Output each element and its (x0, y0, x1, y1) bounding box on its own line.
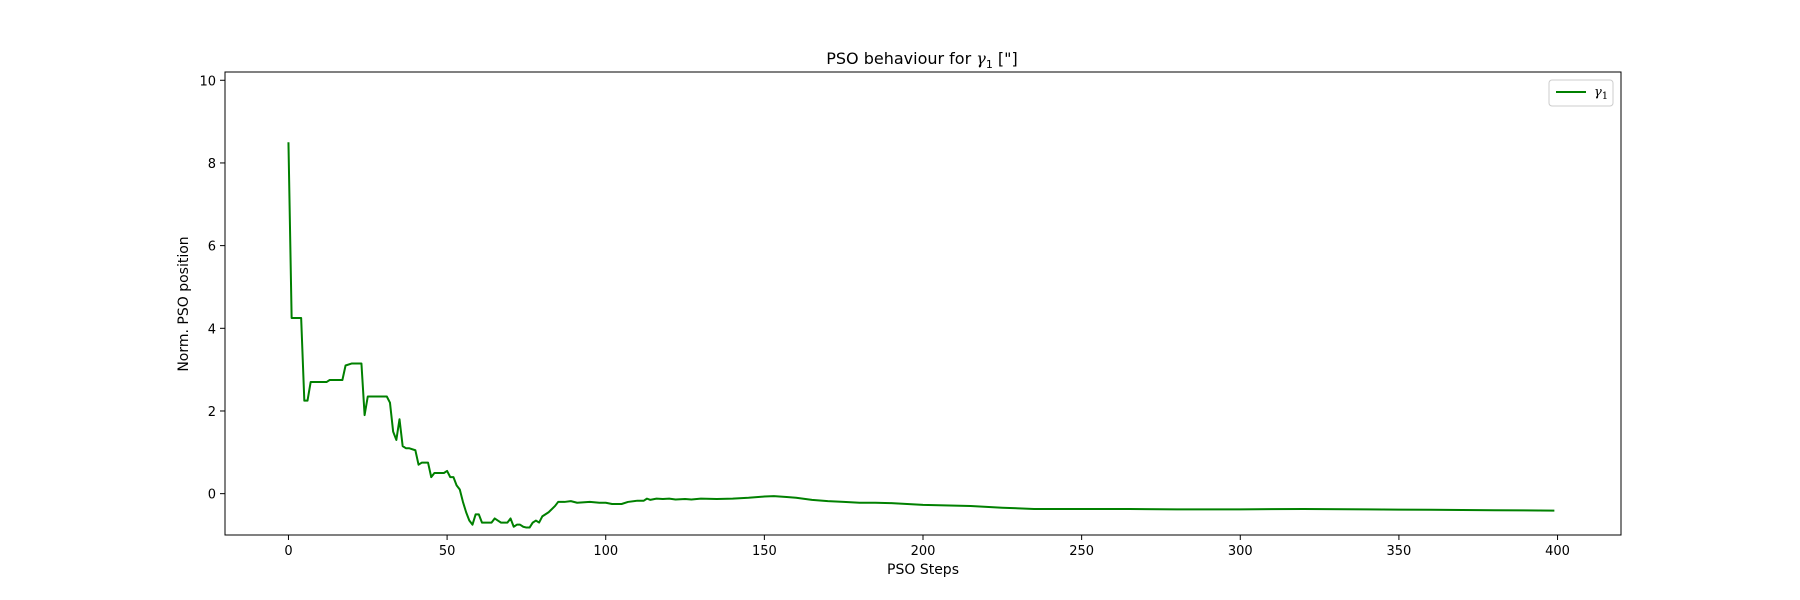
x-tick-label: 400 (1545, 544, 1570, 559)
y-tick-label: 4 (208, 322, 216, 337)
y-tick-label: 2 (208, 405, 216, 420)
plot-area (287, 142, 1555, 529)
chart-title-main: PSO behaviour for (826, 49, 976, 68)
x-tick-label: 0 (284, 544, 292, 559)
y-tick-label: 0 (208, 488, 216, 503)
x-tick-label: 250 (1069, 544, 1094, 559)
x-tick-label: 150 (752, 544, 777, 559)
series-line-0 (287, 142, 1555, 529)
x-tick-label: 350 (1386, 544, 1411, 559)
y-axis: 0 2 4 6 8 10 (199, 74, 225, 503)
y-tick-label: 10 (199, 74, 216, 89)
legend: γ1 (1548, 79, 1614, 107)
x-tick-label: 200 (911, 544, 936, 559)
x-tick-label: 300 (1228, 544, 1253, 559)
chart-title: PSO behaviour for γ1 ["] (826, 49, 1018, 71)
legend-subscript: 1 (1602, 91, 1608, 102)
x-axis: 0 50 100 150 200 250 300 350 400 (284, 535, 1570, 559)
legend-label: γ1 (1594, 85, 1608, 102)
y-tick-label: 8 (208, 157, 216, 172)
chart-title-unit: ["] (993, 49, 1018, 68)
legend-symbol: γ (1594, 85, 1602, 100)
x-tick-label: 100 (593, 544, 618, 559)
x-tick-label: 50 (439, 544, 456, 559)
chart-title-symbol: γ (976, 49, 986, 68)
y-axis-label: Norm. PSO position (176, 236, 192, 371)
y-tick-label: 6 (208, 240, 216, 255)
plot-frame (224, 71, 1622, 536)
chart-title-subscript: 1 (986, 58, 993, 71)
x-axis-label: PSO Steps (887, 562, 959, 578)
